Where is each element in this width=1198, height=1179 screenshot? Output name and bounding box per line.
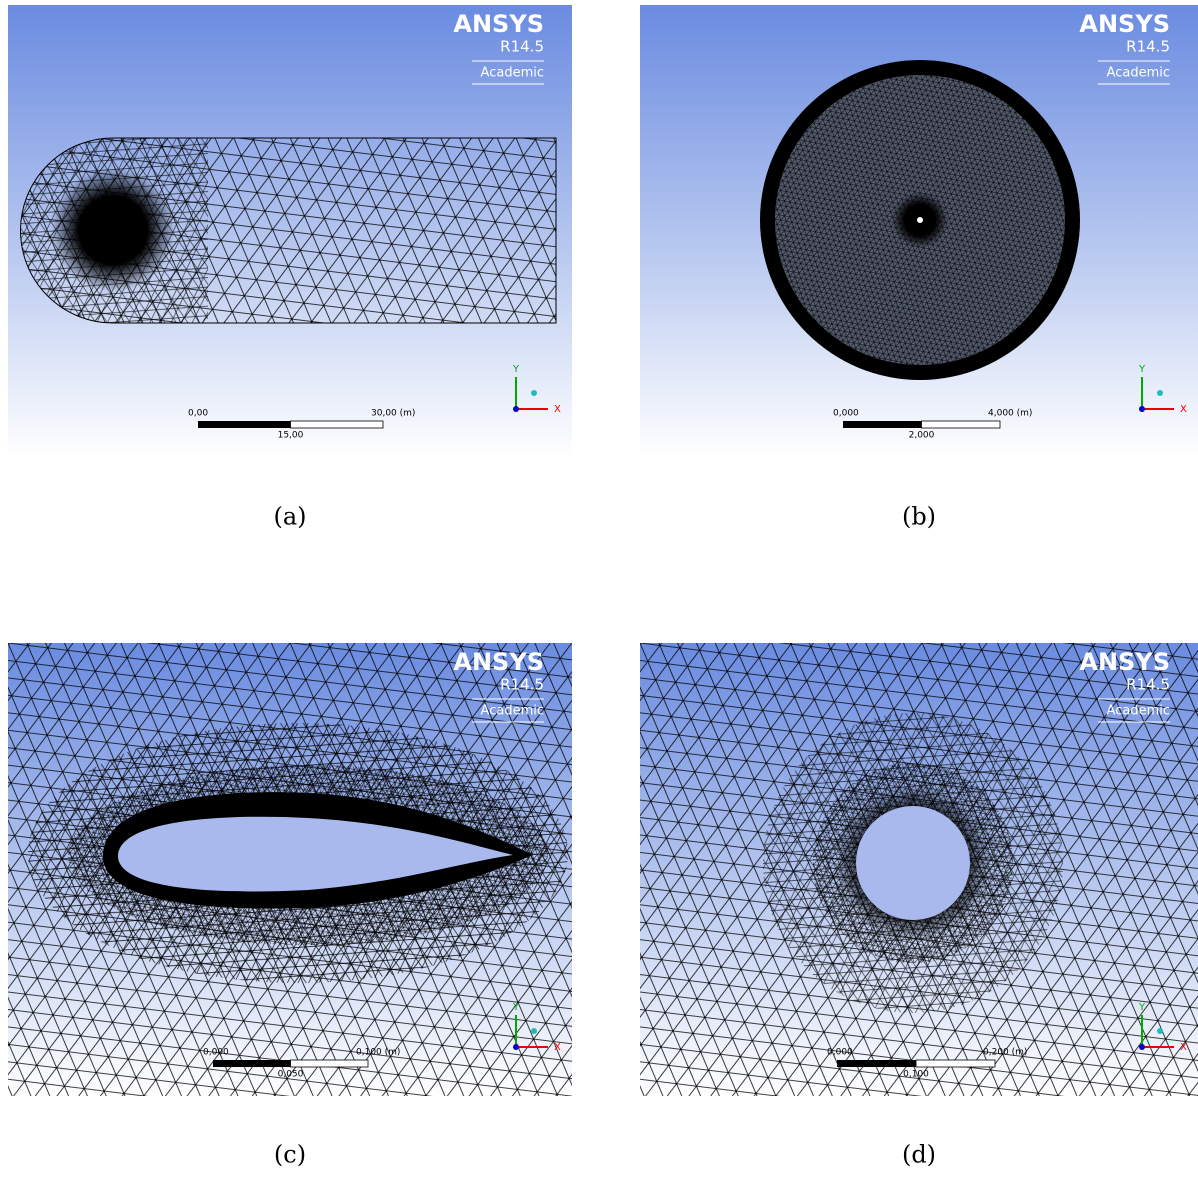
logo-license: Academic xyxy=(1107,704,1170,719)
logo-license: Academic xyxy=(1107,66,1170,81)
page: ANSYSR14.5Academic0,0030,00 (m)15,00XY(a… xyxy=(0,0,1198,1179)
logo-brand: ANSYS xyxy=(1079,648,1170,676)
hole xyxy=(917,217,923,223)
scale-bar-white xyxy=(291,421,384,428)
axis-origin xyxy=(513,1044,519,1050)
scale-end: 0,200 (m) xyxy=(983,1048,1027,1058)
axis-x-label: X xyxy=(1180,404,1187,415)
caption: (d) xyxy=(902,1141,936,1169)
scale-bar-black xyxy=(213,1060,291,1067)
figure: ANSYSR14.5Academic0,0030,00 (m)15,00XY(a… xyxy=(0,0,1198,1175)
scale-bar-white xyxy=(916,1060,995,1067)
scale-start: 0,000 xyxy=(833,409,859,419)
logo-brand: ANSYS xyxy=(1079,10,1170,38)
scale-bar-black xyxy=(198,421,291,428)
scale-start: 0,000 xyxy=(827,1048,853,1058)
axis-y-label: Y xyxy=(512,364,520,375)
logo-brand: ANSYS xyxy=(453,648,544,676)
axis-y-label: Y xyxy=(1138,364,1146,375)
caption: (a) xyxy=(273,503,306,531)
scale-bar-white xyxy=(922,421,1001,428)
scale-end: 30,00 (m) xyxy=(371,409,415,419)
scale-bar-black xyxy=(843,421,922,428)
mesh-dense xyxy=(51,168,175,292)
logo-version: R14.5 xyxy=(500,676,544,694)
scale-bar-black xyxy=(837,1060,916,1067)
caption: (b) xyxy=(902,503,936,531)
scale-mid: 15,00 xyxy=(278,431,304,441)
scale-mid: 0,050 xyxy=(278,1070,304,1080)
logo-version: R14.5 xyxy=(1126,38,1170,56)
scale-end: 4,000 (m) xyxy=(988,409,1032,419)
scale-bar-white xyxy=(291,1060,369,1067)
axis-x-label: X xyxy=(554,1042,561,1053)
logo-version: R14.5 xyxy=(500,38,544,56)
scale-mid: 2,000 xyxy=(909,431,935,441)
scale-start: 0,00 xyxy=(188,409,208,419)
axis-origin xyxy=(1139,406,1145,412)
scale-start: 0,000 xyxy=(203,1048,229,1058)
logo-license: Academic xyxy=(481,66,544,81)
axis-z xyxy=(531,390,537,396)
scale-mid: 0,100 xyxy=(903,1070,929,1080)
scale-end: 0,100 (m) xyxy=(356,1048,400,1058)
axis-z xyxy=(531,1028,537,1034)
axis-origin xyxy=(1139,1044,1145,1050)
axis-x-label: X xyxy=(1180,1042,1187,1053)
logo-brand: ANSYS xyxy=(453,10,544,38)
cylinder xyxy=(856,806,970,920)
logo-version: R14.5 xyxy=(1126,676,1170,694)
axis-y-label: Y xyxy=(1138,1002,1146,1013)
caption: (c) xyxy=(274,1141,306,1169)
axis-y-label: Y xyxy=(512,1002,520,1013)
axis-origin xyxy=(513,406,519,412)
axis-x-label: X xyxy=(554,404,561,415)
axis-z xyxy=(1157,390,1163,396)
logo-license: Academic xyxy=(481,704,544,719)
axis-z xyxy=(1157,1028,1163,1034)
